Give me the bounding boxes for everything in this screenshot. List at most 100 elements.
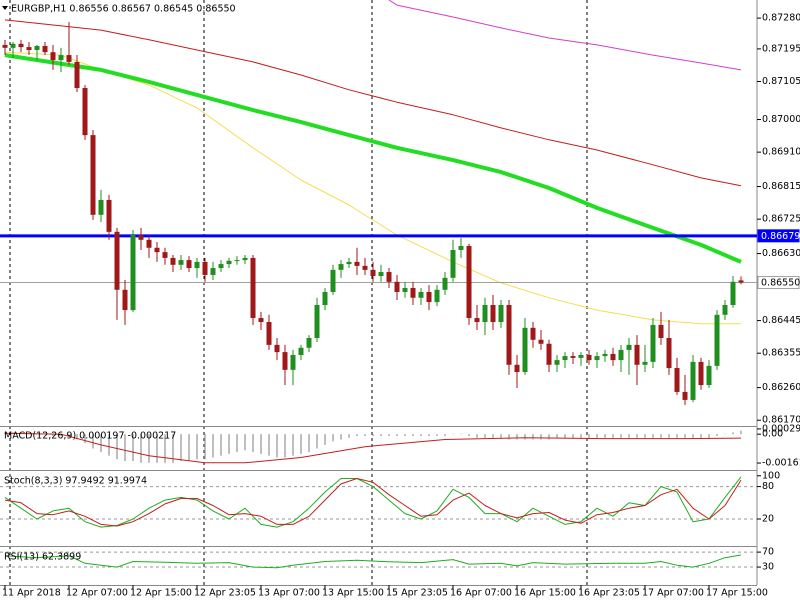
indicator-line: [388, 0, 742, 71]
indicator-line: [4, 432, 742, 464]
x-tick-label: 16 Apr 07:00: [450, 588, 512, 599]
candle-body: [138, 235, 144, 240]
candle-body: [666, 337, 672, 369]
candle-body: [290, 355, 296, 370]
candle-body: [274, 344, 280, 353]
candle-body: [482, 305, 488, 323]
panel-title: MACD(12,26,9) 0.000197 -0.000217: [4, 431, 176, 442]
x-tick-label: 15 Apr 23:05: [386, 588, 448, 599]
candle-body: [618, 349, 624, 361]
price-label-box: [757, 229, 800, 243]
y-tick-label: 0.86260: [762, 382, 800, 393]
candle-body: [554, 360, 560, 365]
x-tick-label: 16 Apr 15:00: [514, 588, 576, 599]
y-tick-label: 0.00: [762, 429, 783, 440]
candle-body: [594, 356, 600, 361]
y-tick-label: 80: [762, 481, 774, 492]
candle-body: [266, 322, 272, 345]
y-tick-label: -0.001611: [762, 458, 800, 469]
candle-body: [698, 361, 704, 386]
panel-title: RSI(13) 62.3899: [4, 552, 81, 563]
candle-body: [386, 272, 392, 282]
candle-body: [106, 199, 112, 232]
candle-body: [282, 352, 288, 370]
price-label-box: [757, 276, 800, 290]
candle-body: [42, 46, 48, 53]
candle-body: [562, 356, 568, 361]
candle-body: [690, 361, 696, 400]
candle-body: [466, 245, 472, 319]
panel: [0, 476, 757, 528]
candle-body: [682, 391, 688, 400]
candle-body: [730, 281, 736, 306]
symbol-menu-icon[interactable]: [2, 6, 8, 10]
indicator-line: [4, 478, 742, 527]
candle-body: [74, 61, 80, 89]
candle-body: [514, 364, 520, 373]
x-tick-label: 12 Apr 23:05: [194, 588, 256, 599]
panel-title: Stoch(8,3,3) 97.9492 91.9974: [4, 476, 147, 487]
panel: [0, 0, 757, 405]
candle-body: [18, 43, 24, 48]
candle-body: [202, 261, 208, 275]
y-tick-label: 0.86445: [762, 315, 800, 326]
candle-body: [602, 353, 608, 357]
y-tick-label: 0.000293: [762, 423, 800, 434]
candle-body: [506, 305, 512, 365]
candle-body: [402, 287, 408, 292]
candle-body: [634, 344, 640, 365]
indicator-line: [4, 19, 742, 187]
candle-body: [234, 260, 240, 262]
x-tick-label: 13 Apr 07:00: [258, 588, 320, 599]
candle-body: [674, 368, 680, 392]
candle-body: [34, 46, 40, 50]
candle-body: [314, 305, 320, 338]
panel: [0, 551, 757, 569]
y-tick-label: 0.87280: [762, 13, 800, 24]
candle-body: [546, 343, 552, 365]
x-tick-label: 12 Apr 07:00: [66, 588, 128, 599]
y-tick-label: 0.87000: [762, 114, 800, 125]
y-tick-label: 0.87195: [762, 43, 800, 54]
candle-body: [586, 355, 592, 361]
candle-body: [82, 88, 88, 136]
candle-body: [578, 355, 584, 358]
x-tick-label: 16 Apr 23:05: [578, 588, 640, 599]
candle-body: [114, 231, 120, 290]
candle-body: [434, 289, 440, 303]
candle-body: [362, 265, 368, 270]
candle-body: [58, 55, 64, 61]
y-tick-label: 70: [762, 547, 774, 558]
candle-body: [394, 281, 400, 292]
candle-body: [66, 55, 72, 62]
candle-body: [258, 318, 264, 323]
candle-body: [530, 327, 536, 340]
panel-title: EURGBP,H1 0.86556 0.86567 0.86545 0.8655…: [11, 4, 236, 15]
candle-body: [650, 324, 656, 362]
candle-body: [178, 260, 184, 265]
candle-body: [154, 247, 160, 253]
candle-body: [442, 277, 448, 290]
candle-body: [346, 261, 352, 265]
x-tick-label: 12 Apr 15:00: [130, 588, 192, 599]
candle-body: [170, 257, 176, 265]
candle-body: [210, 268, 216, 275]
y-tick-label: 20: [762, 513, 774, 524]
candle-body: [538, 339, 544, 344]
candle-body: [298, 347, 304, 355]
candle-body: [490, 305, 496, 323]
x-tick-label: 13 Apr 15:00: [322, 588, 384, 599]
candle-body: [26, 47, 32, 50]
candle-body: [410, 287, 416, 298]
candle-body: [658, 324, 664, 338]
candle-body: [570, 356, 576, 358]
indicator-line: [4, 476, 742, 528]
x-tick-label: 17 Apr 07:00: [642, 588, 704, 599]
candle-body: [450, 249, 456, 278]
candle-body: [98, 199, 104, 215]
candle-body: [378, 272, 384, 277]
candle-body: [330, 269, 336, 292]
price-label: 0.86679: [761, 231, 800, 242]
candle-body: [338, 264, 344, 270]
